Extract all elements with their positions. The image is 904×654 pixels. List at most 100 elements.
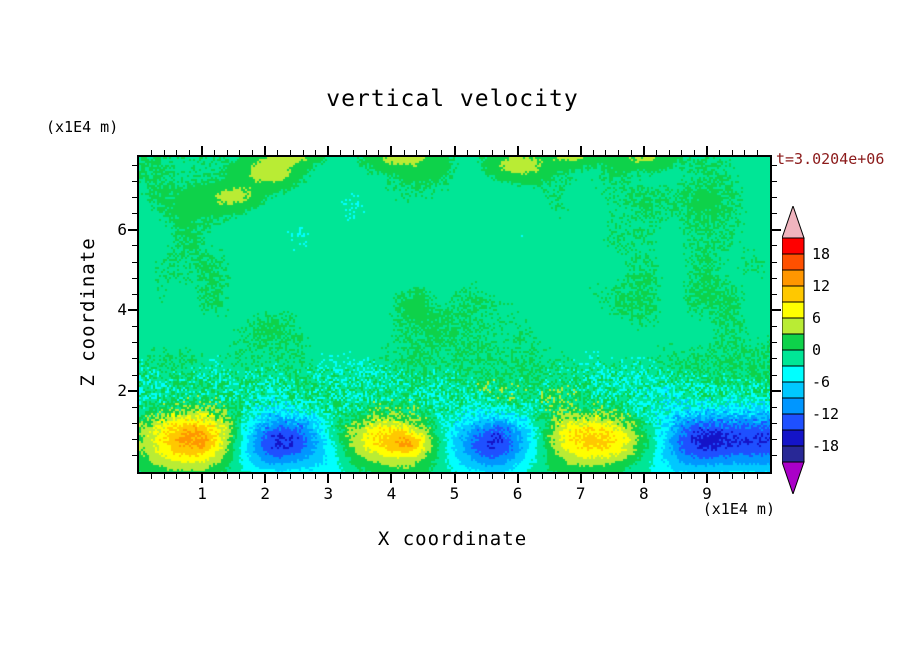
- x-major-tick: [579, 474, 582, 483]
- x-major-tick: [201, 146, 204, 155]
- z-major-tick: [772, 228, 781, 231]
- x-minor-tick: [605, 474, 607, 479]
- colorbar-bottom-arrow: [781, 461, 805, 496]
- x-minor-tick: [756, 150, 758, 155]
- z-minor-tick: [772, 358, 777, 360]
- z-tick-label: 6: [117, 219, 127, 239]
- x-major-tick: [264, 474, 267, 483]
- x-minor-tick: [466, 474, 468, 479]
- z-major-tick: [128, 228, 137, 231]
- x-minor-tick: [403, 474, 405, 479]
- x-minor-tick: [315, 150, 317, 155]
- x-minor-tick: [252, 150, 254, 155]
- z-major-tick: [772, 390, 781, 393]
- z-minor-tick: [132, 406, 137, 408]
- z-minor-tick: [772, 245, 777, 247]
- x-major-tick: [705, 474, 708, 483]
- z-minor-tick: [772, 455, 777, 457]
- plot-area: 1 2 3 4 5 6 7 8 9 2 4 6: [117, 146, 781, 503]
- x-minor-tick: [491, 474, 493, 479]
- x-minor-tick: [340, 474, 342, 479]
- x-minor-tick: [289, 474, 291, 479]
- x-minor-tick: [365, 150, 367, 155]
- colorbar-segment: [781, 413, 805, 431]
- x-minor-tick: [554, 150, 556, 155]
- x-minor-tick: [151, 150, 153, 155]
- colorbar-segment: [781, 269, 805, 287]
- z-minor-tick: [132, 342, 137, 344]
- x-major-tick: [516, 474, 519, 483]
- z-minor-tick: [772, 342, 777, 344]
- x-tick-label: 8: [638, 484, 649, 503]
- contour-canvas: [139, 157, 770, 472]
- x-minor-tick: [239, 474, 241, 479]
- x-minor-tick: [378, 150, 380, 155]
- x-minor-tick: [655, 150, 657, 155]
- x-major-tick: [705, 146, 708, 155]
- x-minor-tick: [315, 474, 317, 479]
- z-minor-tick: [132, 261, 137, 263]
- x-axis-unit: (x1E4 m): [702, 500, 775, 518]
- x-minor-tick: [252, 474, 254, 479]
- z-minor-tick: [772, 374, 777, 376]
- x-tick-label: 2: [260, 484, 270, 503]
- x-tick-label: 7: [575, 484, 586, 503]
- z-minor-tick: [772, 293, 777, 295]
- x-minor-tick: [289, 150, 291, 155]
- x-tick-label: 3: [323, 484, 334, 503]
- x-minor-tick: [441, 150, 443, 155]
- x-minor-tick: [378, 474, 380, 479]
- x-major-tick: [579, 146, 582, 155]
- z-major-tick: [772, 309, 781, 312]
- z-minor-tick: [772, 439, 777, 441]
- z-minor-tick: [132, 277, 137, 279]
- x-minor-tick: [277, 150, 279, 155]
- x-minor-tick: [744, 150, 746, 155]
- z-minor-tick: [132, 455, 137, 457]
- x-minor-tick: [403, 150, 405, 155]
- x-minor-tick: [353, 474, 355, 479]
- x-minor-tick: [365, 474, 367, 479]
- x-minor-tick: [681, 474, 683, 479]
- colorbar-top-arrow: [781, 204, 805, 239]
- x-tick-label: 6: [512, 484, 523, 503]
- z-minor-tick: [772, 277, 777, 279]
- z-major-tick: [128, 309, 137, 312]
- x-minor-tick: [479, 150, 481, 155]
- colorbar-label: -12: [812, 405, 839, 423]
- x-minor-tick: [731, 474, 733, 479]
- z-minor-tick: [132, 358, 137, 360]
- z-major-tick: [128, 390, 137, 393]
- x-major-tick: [390, 146, 393, 155]
- colorbar-segment: [781, 317, 805, 335]
- x-minor-tick: [542, 474, 544, 479]
- z-minor-tick: [772, 164, 777, 166]
- x-minor-tick: [176, 150, 178, 155]
- x-minor-tick: [504, 474, 506, 479]
- z-minor-tick: [132, 213, 137, 215]
- x-minor-tick: [226, 474, 228, 479]
- x-minor-tick: [529, 474, 531, 479]
- z-minor-tick: [772, 406, 777, 408]
- x-tick-label: 5: [449, 484, 460, 503]
- x-minor-tick: [756, 474, 758, 479]
- z-minor-tick: [132, 423, 137, 425]
- x-minor-tick: [479, 474, 481, 479]
- x-minor-tick: [605, 150, 607, 155]
- x-minor-tick: [416, 150, 418, 155]
- z-minor-tick: [772, 180, 777, 182]
- x-minor-tick: [239, 150, 241, 155]
- x-major-tick: [642, 474, 645, 483]
- x-minor-tick: [151, 474, 153, 479]
- x-minor-tick: [719, 150, 721, 155]
- colorbar-label: -18: [812, 437, 839, 455]
- x-major-tick: [327, 474, 330, 483]
- colorbar-segment: [781, 381, 805, 399]
- colorbar-segment: [781, 445, 805, 463]
- x-minor-tick: [542, 150, 544, 155]
- colorbar-label: 6: [812, 309, 821, 327]
- x-minor-tick: [618, 474, 620, 479]
- x-minor-tick: [428, 474, 430, 479]
- x-minor-tick: [567, 150, 569, 155]
- x-major-tick: [516, 146, 519, 155]
